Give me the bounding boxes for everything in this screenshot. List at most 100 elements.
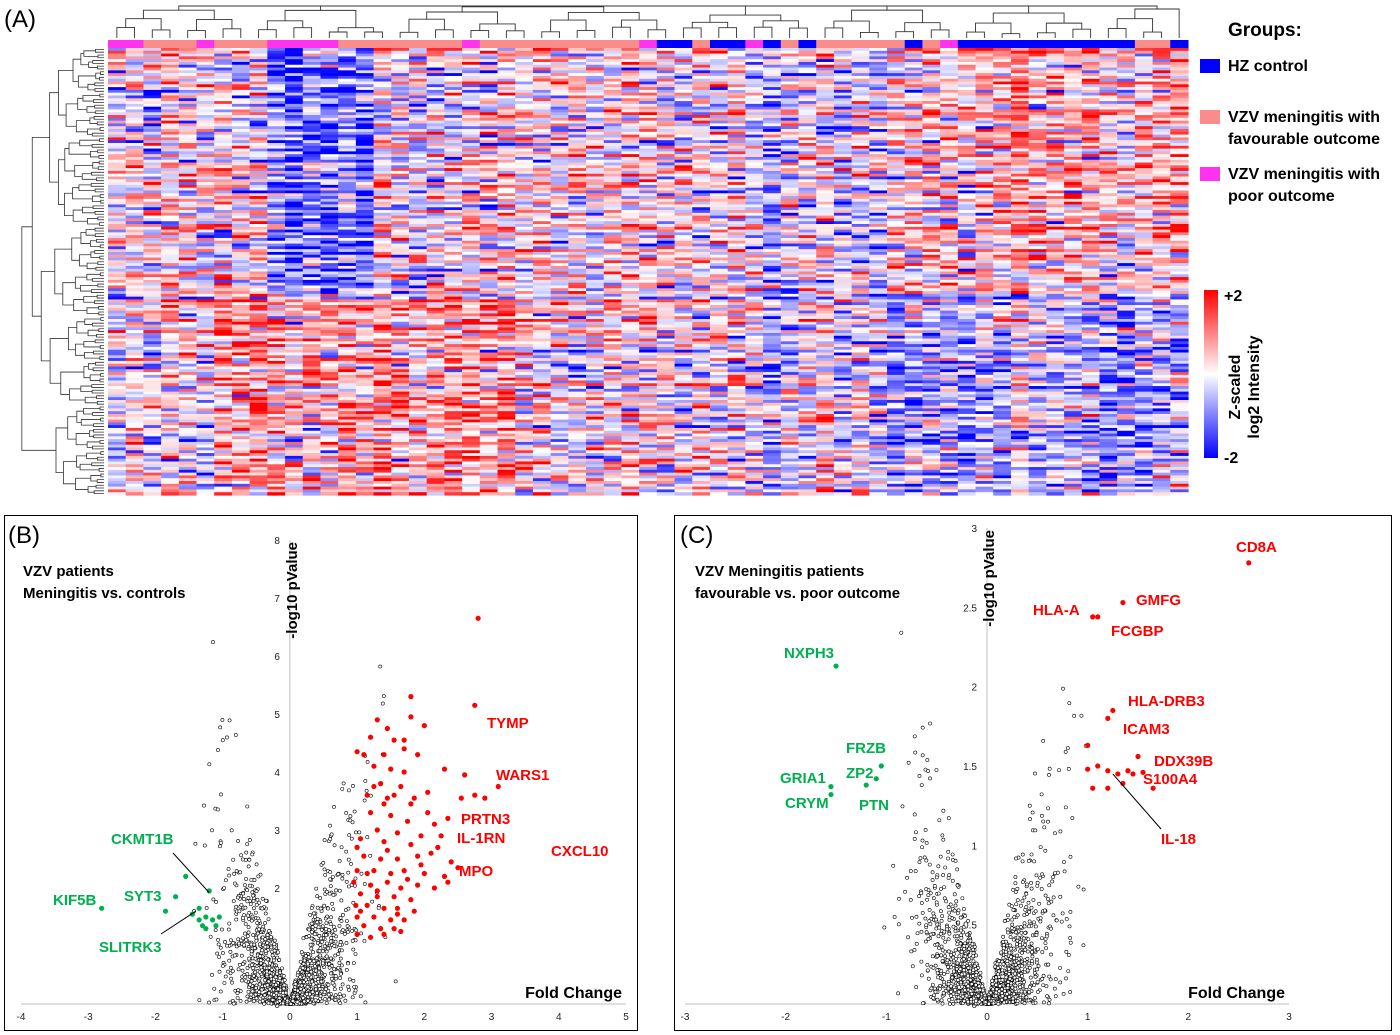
heatmap-cell [426,182,445,186]
heatmap-cell [692,198,711,203]
heatmap-cell [1046,126,1065,130]
heatmap-cell [1064,103,1083,108]
heatmap-cell [1010,134,1030,138]
heatmap-cell [833,246,853,250]
heatmap-cell [586,232,605,236]
heatmap-cell [1064,232,1083,236]
heatmap-cell [391,159,410,164]
heatmap-cell [993,184,1012,189]
heatmap-cell [1010,246,1030,250]
heatmap-cell [780,254,800,259]
dendrogram-branch [187,30,206,38]
heatmap-cell [338,165,357,169]
heatmap-cell [550,212,569,217]
heatmap-cell [143,196,162,200]
heatmap-cell [408,243,428,247]
heatmap-cell [302,198,322,203]
heatmap-cell [993,84,1012,88]
heatmap-cell [692,53,711,57]
heatmap-cell [922,84,941,88]
heatmap-cell [833,123,853,127]
heatmap-cell [568,140,587,144]
heatmap-cell [692,50,711,55]
heatmap-cell [709,89,729,94]
heatmap-cell [214,73,233,77]
heatmap-cell [214,184,233,189]
heatmap-cell [621,204,640,208]
heatmap-cell [408,240,428,245]
heatmap-cell [1064,129,1083,133]
heatmap-cell [603,89,623,94]
heatmap-cell [833,218,853,222]
heatmap-cell [1170,229,1189,233]
heatmap-cell [1081,165,1101,169]
dendrogram-branch [89,374,101,381]
heatmap-cell [568,53,587,57]
heatmap-cell [320,151,339,155]
dendrogram-branch [94,339,104,344]
heatmap-cell [869,179,888,183]
heatmap-cell [1117,103,1136,108]
heatmap-cell [975,129,994,133]
heatmap-cell [1064,226,1083,231]
heatmap-cell [108,50,127,55]
heatmap-cell [1099,145,1118,150]
heatmap-cell [285,151,304,155]
heatmap-cell [1028,95,1047,99]
heatmap-cell [108,179,127,183]
heatmap-cell [373,73,392,77]
heatmap-cell [568,89,587,94]
heatmap-cell [1046,148,1065,152]
heatmap-cell [196,263,215,267]
heatmap-cell [515,196,534,200]
heatmap-cell [727,232,746,236]
heatmap-cell [745,89,764,94]
heatmap-cell [887,50,906,55]
heatmap-cell [550,109,569,113]
heatmap-cell [709,78,729,83]
heatmap-cell [302,159,322,164]
heatmap-cell [674,87,693,91]
group-bar-cell [1134,40,1154,48]
heatmap-cell [993,151,1012,155]
heatmap-cell [745,50,764,55]
heatmap-cell [957,112,977,116]
heatmap-cell [462,165,481,169]
heatmap-cell [302,70,322,74]
dendrogram-branch [833,20,870,33]
heatmap-cell [709,182,729,186]
heatmap-cell [249,196,268,200]
heatmap-cell [1064,73,1083,77]
heatmap-cell [1170,48,1189,52]
heatmap-cell [444,179,463,183]
heatmap-cell [178,170,198,175]
heatmap-cell [869,201,888,206]
heatmap-cell [161,182,180,186]
heatmap-cell [125,204,145,208]
heatmap-cell [479,145,499,150]
heatmap-cell [816,229,835,233]
heatmap-cell [727,120,746,125]
heatmap-cell [993,109,1012,113]
heatmap-cell [267,168,286,172]
heatmap-cell [1010,229,1030,233]
heatmap-cell [125,92,145,97]
heatmap-cell [196,73,215,77]
heatmap-cell [692,129,711,133]
heatmap-cell [1117,204,1136,208]
heatmap-cell [1134,240,1154,245]
heatmap-cell [621,89,640,94]
heatmap-cell [798,162,817,166]
heatmap-cell [780,201,800,206]
heatmap-cell [727,59,746,63]
heatmap-cell [833,87,853,91]
heatmap-cell [869,61,888,66]
heatmap-cell [391,162,410,166]
heatmap-cell [603,53,623,57]
heatmap-cell [479,165,499,169]
heatmap-cell [249,137,268,141]
heatmap-cell [1134,78,1154,83]
dendrogram-branch [73,299,87,312]
heatmap-cell [532,229,552,233]
heatmap-cell [302,115,322,119]
